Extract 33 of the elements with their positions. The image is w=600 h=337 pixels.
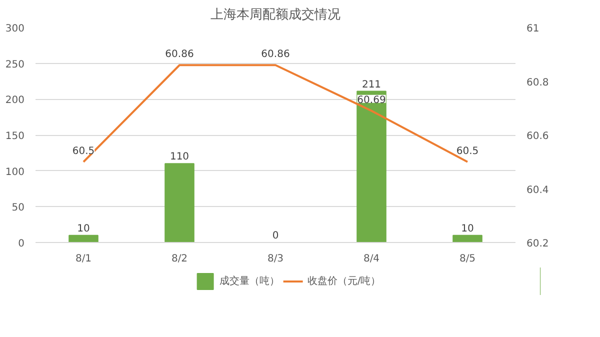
bar xyxy=(164,163,194,242)
y-tick-label: 0 xyxy=(18,238,25,250)
y2-tick-label: 61 xyxy=(526,24,540,34)
data-label: 10 xyxy=(461,223,474,234)
data-label: 10 xyxy=(77,223,90,234)
legend-label: 收盘价（元/吨） xyxy=(307,274,381,288)
y2-tick-label: 60.4 xyxy=(526,184,549,196)
data-label: 0 xyxy=(272,230,279,242)
x-tick-label: 8/5 xyxy=(459,254,476,264)
data-label: 211 xyxy=(362,79,382,90)
y-tick-label: 300 xyxy=(5,24,25,34)
y-tick-label: 250 xyxy=(5,59,25,70)
x-tick-label: 8/4 xyxy=(363,254,380,264)
data-label: 110 xyxy=(170,152,190,163)
x-tick-label: 8/3 xyxy=(267,254,284,264)
chart-title: 上海本周配额成交情况 xyxy=(210,6,340,22)
y-tick-label: 150 xyxy=(5,131,25,142)
y-tick-label: 200 xyxy=(5,95,25,106)
bar xyxy=(68,234,98,242)
x-tick-label: 8/1 xyxy=(75,254,92,264)
data-label: 60.86 xyxy=(261,49,290,60)
y2-tick-label: 60.6 xyxy=(526,131,549,142)
bar xyxy=(356,90,386,242)
y2-tick-label: 60.8 xyxy=(526,77,549,88)
bar xyxy=(452,234,482,242)
x-tick-label: 8/2 xyxy=(171,254,188,264)
legend-label: 成交量（吨） xyxy=(219,274,280,288)
data-label: 60.5 xyxy=(72,146,95,157)
data-label: 60.5 xyxy=(456,146,479,157)
y2-tick-label: 60.2 xyxy=(526,238,549,250)
data-label: 60.86 xyxy=(165,49,194,60)
y-tick-label: 100 xyxy=(5,166,25,178)
y-tick-label: 50 xyxy=(12,202,25,214)
